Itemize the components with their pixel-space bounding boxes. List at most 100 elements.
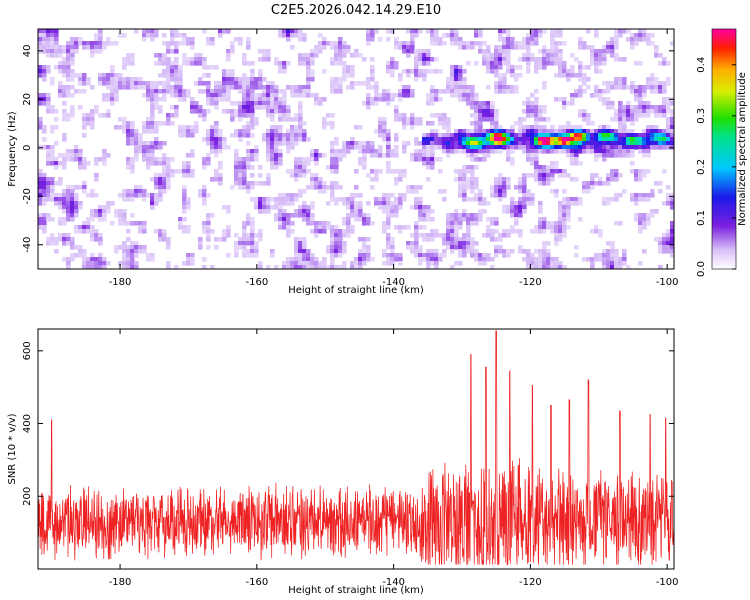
heatmap-cell: [330, 233, 335, 238]
heatmap-cell: [314, 157, 319, 162]
heatmap-cell: [538, 133, 543, 138]
heatmap-cell: [578, 45, 583, 50]
heatmap-cell: [74, 45, 79, 50]
heatmap-cell: [402, 69, 407, 74]
heatmap-cell: [418, 121, 423, 126]
heatmap-cell: [386, 133, 391, 138]
heatmap-cell: [278, 133, 283, 138]
heatmap-cell: [626, 141, 631, 146]
heatmap-cell: [310, 57, 315, 62]
heatmap-cell: [246, 41, 251, 46]
heatmap-cell: [562, 61, 567, 66]
heatmap-cell: [594, 53, 599, 58]
heatmap-cell: [622, 253, 627, 258]
heatmap-cell: [286, 113, 291, 118]
heatmap-cell: [366, 81, 371, 86]
heatmap-cell: [42, 93, 47, 98]
heatmap-cell: [226, 93, 231, 98]
heatmap-cell: [474, 217, 479, 222]
heatmap-cell: [322, 221, 327, 226]
heatmap-cell: [62, 57, 67, 62]
heatmap-cell: [374, 129, 379, 134]
heatmap-cell: [478, 261, 483, 266]
heatmap-cell: [490, 137, 495, 142]
heatmap-cell: [150, 145, 155, 150]
heatmap-cell: [534, 161, 539, 166]
heatmap-cell: [366, 213, 371, 218]
heatmap-cell: [242, 61, 247, 66]
heatmap-cell: [106, 109, 111, 114]
heatmap-cell: [350, 53, 355, 58]
heatmap-cell: [442, 113, 447, 118]
heatmap-cell: [558, 229, 563, 234]
heatmap-cell: [226, 209, 231, 214]
heatmap-cell: [562, 133, 567, 138]
heatmap-cell: [298, 29, 303, 34]
heatmap-cell: [550, 61, 555, 66]
heatmap-cell: [130, 77, 135, 82]
heatmap-cell: [290, 193, 295, 198]
heatmap-cell: [454, 177, 459, 182]
heatmap-cell: [582, 129, 587, 134]
heatmap-cell: [210, 213, 215, 218]
heatmap-cell: [254, 181, 259, 186]
heatmap-cell: [258, 69, 263, 74]
heatmap-cell: [238, 101, 243, 106]
heatmap-cell: [66, 265, 71, 269]
heatmap-cell: [126, 61, 131, 66]
snr-x-tick-label: -100: [656, 577, 679, 588]
heatmap-cell: [394, 117, 399, 122]
heatmap-cell: [462, 41, 467, 46]
heatmap-cell: [86, 77, 91, 82]
heatmap-cell: [594, 225, 599, 230]
heatmap-cell: [182, 217, 187, 222]
heatmap-cell: [490, 57, 495, 62]
heatmap-cell: [574, 93, 579, 98]
heatmap-cell: [114, 81, 119, 86]
heatmap-cell: [386, 225, 391, 230]
heatmap-cell: [186, 201, 191, 206]
heatmap-cell: [282, 33, 287, 38]
heatmap-cell: [554, 41, 559, 46]
heatmap-cell: [534, 125, 539, 130]
heatmap-cell: [126, 125, 131, 130]
heatmap-cell: [358, 253, 363, 258]
heatmap-cell: [490, 129, 495, 134]
heatmap-cell: [298, 61, 303, 66]
heatmap-cell: [554, 193, 559, 198]
heatmap-cell: [154, 81, 159, 86]
heatmap-cell: [614, 197, 619, 202]
heatmap-cell: [114, 97, 119, 102]
heatmap-cell: [346, 225, 351, 230]
heatmap-cell: [574, 177, 579, 182]
heatmap-cell: [62, 237, 67, 242]
heatmap-cell: [342, 69, 347, 74]
heatmap-cell: [134, 145, 139, 150]
heatmap-cell: [526, 149, 531, 154]
heatmap-cell: [654, 129, 659, 134]
heatmap-cell: [74, 245, 79, 250]
heatmap-cell: [82, 81, 87, 86]
heatmap-cell: [286, 137, 291, 142]
heatmap-cell: [434, 137, 439, 142]
heatmap-cell: [314, 93, 319, 98]
heatmap-cell: [498, 185, 503, 190]
heatmap-cell: [598, 93, 603, 98]
heatmap-cell: [478, 125, 483, 130]
heatmap-cell: [146, 141, 151, 146]
heatmap-cell: [66, 213, 71, 218]
heatmap-cell: [554, 265, 559, 269]
heatmap-cell: [406, 53, 411, 58]
heatmap-cell: [590, 185, 595, 190]
heatmap-cell: [186, 133, 191, 138]
heatmap-cell: [430, 137, 435, 142]
heatmap-cell: [618, 125, 623, 130]
heatmap-cell: [254, 77, 259, 82]
heatmap-cell: [490, 113, 495, 118]
heatmap-cell: [394, 169, 399, 174]
heatmap-cell: [186, 129, 191, 134]
heatmap-cell: [202, 137, 207, 142]
heatmap-cell: [414, 57, 419, 62]
heatmap-cell: [450, 89, 455, 94]
heatmap-cell: [450, 249, 455, 254]
